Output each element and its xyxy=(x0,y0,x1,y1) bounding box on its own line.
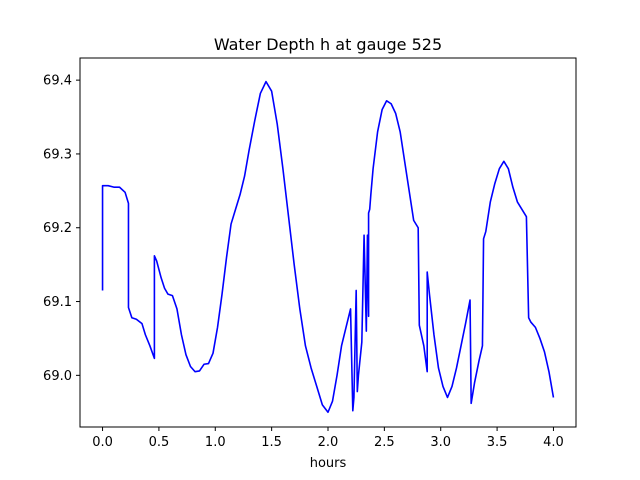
x-tick-label: 1.5 xyxy=(261,435,282,450)
x-tick-label: 3.5 xyxy=(487,435,508,450)
x-tick-label: 2.5 xyxy=(374,435,395,450)
series-layer xyxy=(101,80,555,414)
x-tick-label: 0.5 xyxy=(149,435,170,450)
x-axis: 0.0 0.5 1.0 1.5 2.0 2.5 3.0 3.5 4.0 xyxy=(92,427,564,450)
x-axis-label: hours xyxy=(310,456,347,471)
x-tick-label: 4.0 xyxy=(543,435,564,450)
y-axis: 69.0 69.1 69.2 69.3 69.4 xyxy=(43,74,80,384)
y-tick-label: 69.1 xyxy=(43,295,72,310)
x-tick-label: 3.0 xyxy=(430,435,451,450)
x-tick-label: 2.0 xyxy=(318,435,339,450)
chart-title: Water Depth h at gauge 525 xyxy=(214,35,442,54)
y-tick-label: 69.0 xyxy=(43,369,72,384)
y-tick-label: 69.4 xyxy=(43,74,72,89)
y-tick-label: 69.2 xyxy=(43,221,72,236)
x-tick-label: 1.0 xyxy=(205,435,226,450)
y-tick-label: 69.3 xyxy=(43,147,72,162)
series-line-0 xyxy=(101,80,555,414)
x-tick-label: 0.0 xyxy=(92,435,113,450)
